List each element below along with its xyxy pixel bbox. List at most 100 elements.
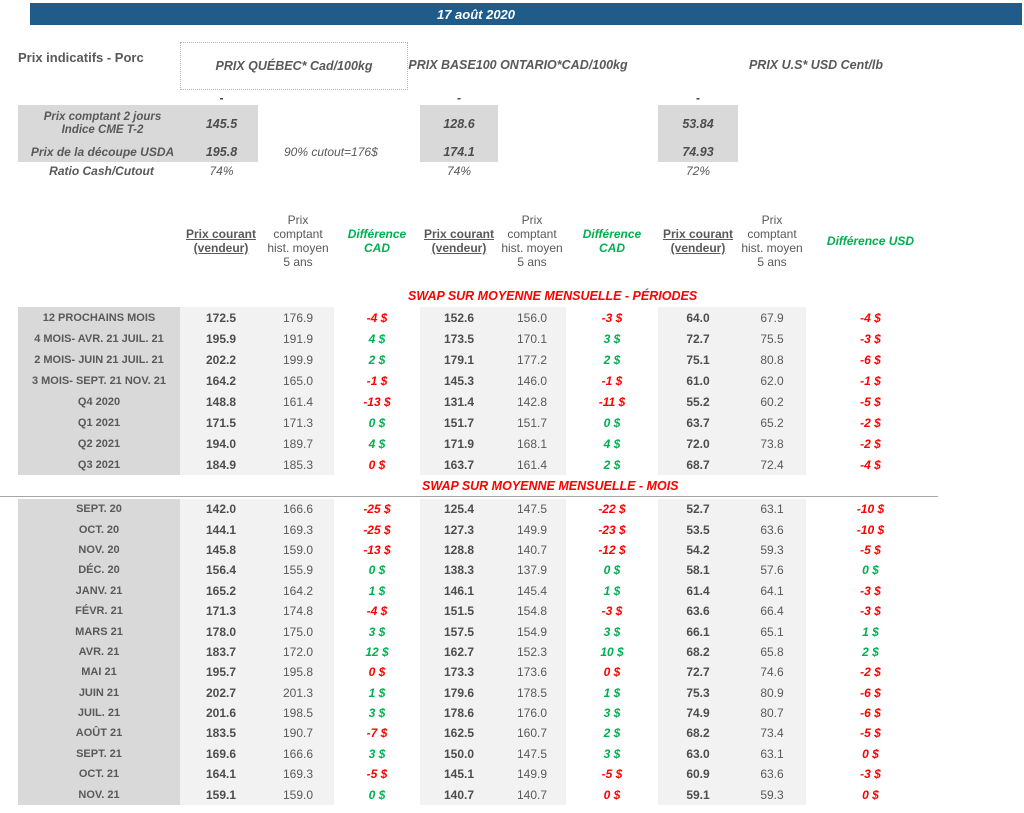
current-price: 183.5 — [180, 723, 262, 744]
hist-avg-price: 152.3 — [498, 641, 566, 663]
hist-avg-price: 169.3 — [262, 519, 334, 540]
spot-block-ontario — [420, 105, 498, 162]
current-price: 156.4 — [180, 560, 262, 581]
current-price: 195.7 — [180, 662, 262, 683]
current-price: 75.3 — [658, 682, 738, 703]
hist-avg-price: 170.1 — [498, 328, 566, 349]
difference-value: -12 $ — [598, 542, 626, 557]
spot-value: 195.8 — [205, 145, 238, 159]
current-price: 173.5 — [420, 328, 498, 349]
difference-value: -2 $ — [860, 415, 881, 430]
difference-value: 4 $ — [368, 331, 386, 346]
difference-value: 3 $ — [603, 746, 621, 761]
current-price: 157.5 — [420, 621, 498, 642]
difference-value: -6 $ — [860, 706, 881, 721]
current-price: 63.7 — [658, 412, 738, 433]
difference-value: -2 $ — [860, 665, 881, 680]
difference-value: -23 $ — [598, 522, 626, 537]
hist-avg-price: 161.4 — [262, 391, 334, 412]
difference-value: 1 $ — [368, 583, 386, 598]
spot-value: 145.5 — [205, 117, 238, 131]
difference-value: -11 $ — [598, 394, 626, 409]
difference-value: -7 $ — [366, 726, 388, 741]
difference-value: 0 $ — [862, 746, 879, 761]
col-header-hist-qc: Prix comptant hist. moyen 5 ans — [267, 213, 329, 269]
hist-avg-price: 140.7 — [498, 784, 566, 805]
difference-value: 0 $ — [603, 665, 621, 680]
current-price: 159.1 — [180, 784, 262, 805]
current-price: 150.0 — [420, 743, 498, 765]
current-price: 131.4 — [420, 391, 498, 412]
hist-avg-price: 80.7 — [738, 702, 806, 724]
hist-avg-price: 57.6 — [738, 560, 806, 581]
difference-value: -6 $ — [860, 352, 881, 367]
hist-avg-price: 161.4 — [498, 454, 566, 475]
market-header-ontario: PRIX BASE100 ONTARIO*CAD/100kg — [408, 58, 628, 72]
row-label: 12 PROCHAINS MOIS — [18, 307, 180, 328]
current-price: 162.5 — [420, 723, 498, 744]
difference-value: 0 $ — [368, 457, 386, 472]
current-price: 162.7 — [420, 641, 498, 663]
current-price: 55.2 — [658, 391, 738, 412]
hist-avg-price: 172.0 — [262, 641, 334, 663]
hist-avg-price: 198.5 — [262, 702, 334, 724]
current-price: 61.0 — [658, 370, 738, 391]
difference-value: -1 $ — [601, 373, 623, 388]
hist-avg-price: 176.9 — [262, 307, 334, 328]
hist-avg-price: 63.1 — [738, 743, 806, 765]
current-price: 142.0 — [180, 499, 262, 520]
row-label: AOÛT 21 — [18, 723, 180, 744]
hist-avg-price: 191.9 — [262, 328, 334, 349]
row-label: DÉC. 20 — [18, 560, 180, 581]
current-price: 58.1 — [658, 560, 738, 581]
difference-value: 0 $ — [368, 563, 386, 578]
hist-avg-price: 59.3 — [738, 784, 806, 805]
hist-avg-price: 65.8 — [738, 641, 806, 663]
difference-value: -13 $ — [363, 394, 391, 409]
difference-value: 0 $ — [862, 563, 879, 578]
difference-value: -25 $ — [363, 522, 391, 537]
page-title: Prix indicatifs - Porc — [18, 50, 144, 65]
col-header-diff-cad-qc: Différence CAD — [347, 227, 407, 255]
row-label: SEPT. 21 — [18, 743, 180, 765]
difference-value: -10 $ — [856, 522, 885, 537]
column-header-row: Prix courant (vendeur) Prix comptant his… — [18, 192, 935, 290]
current-price: 145.8 — [180, 539, 262, 561]
spacer — [18, 192, 180, 290]
difference-value: 3 $ — [603, 624, 621, 639]
row-label: NOV. 21 — [18, 784, 180, 805]
hist-avg-price: 154.9 — [498, 621, 566, 642]
current-price: 66.1 — [658, 621, 738, 642]
difference-value: -3 $ — [601, 310, 623, 325]
current-price: 140.7 — [420, 784, 498, 805]
hist-avg-price: 147.5 — [498, 743, 566, 765]
col-header-hist-on: Prix comptant hist. moyen 5 ans — [501, 213, 563, 269]
current-price: 179.1 — [420, 349, 498, 370]
ratio-value: 72% — [685, 164, 711, 178]
col-header-current-on: Prix courant (vendeur) — [423, 227, 495, 255]
difference-value: -3 $ — [860, 583, 881, 598]
current-price: 72.0 — [658, 433, 738, 454]
hist-avg-price: 147.5 — [498, 499, 566, 520]
current-price: 151.5 — [420, 600, 498, 622]
section-title-periodes: SWAP SUR MOYENNE MENSUELLE - PÉRIODES — [408, 289, 698, 303]
current-price: 72.7 — [658, 328, 738, 349]
current-price: 171.3 — [180, 600, 262, 622]
difference-value: 3 $ — [368, 706, 386, 721]
spot-block-quebec — [18, 105, 258, 162]
difference-value: 3 $ — [368, 624, 386, 639]
row-label: JUIL. 21 — [18, 702, 180, 724]
difference-value: -5 $ — [860, 542, 881, 557]
hist-avg-price: 178.5 — [498, 682, 566, 703]
row-label: Q2 2021 — [18, 433, 180, 454]
row-label: SEPT. 20 — [18, 499, 180, 520]
current-price: 75.1 — [658, 349, 738, 370]
hist-avg-price: 66.4 — [738, 600, 806, 622]
ratio-value: 74% — [446, 164, 472, 178]
spot-value: 174.1 — [443, 145, 475, 159]
difference-value: 2 $ — [368, 352, 386, 367]
row-label: 3 MOIS- SEPT. 21 NOV. 21 — [18, 370, 180, 391]
current-price: 183.7 — [180, 641, 262, 663]
ratio-label: Ratio Cash/Cutout — [49, 164, 154, 178]
hist-avg-price: 73.8 — [738, 433, 806, 454]
